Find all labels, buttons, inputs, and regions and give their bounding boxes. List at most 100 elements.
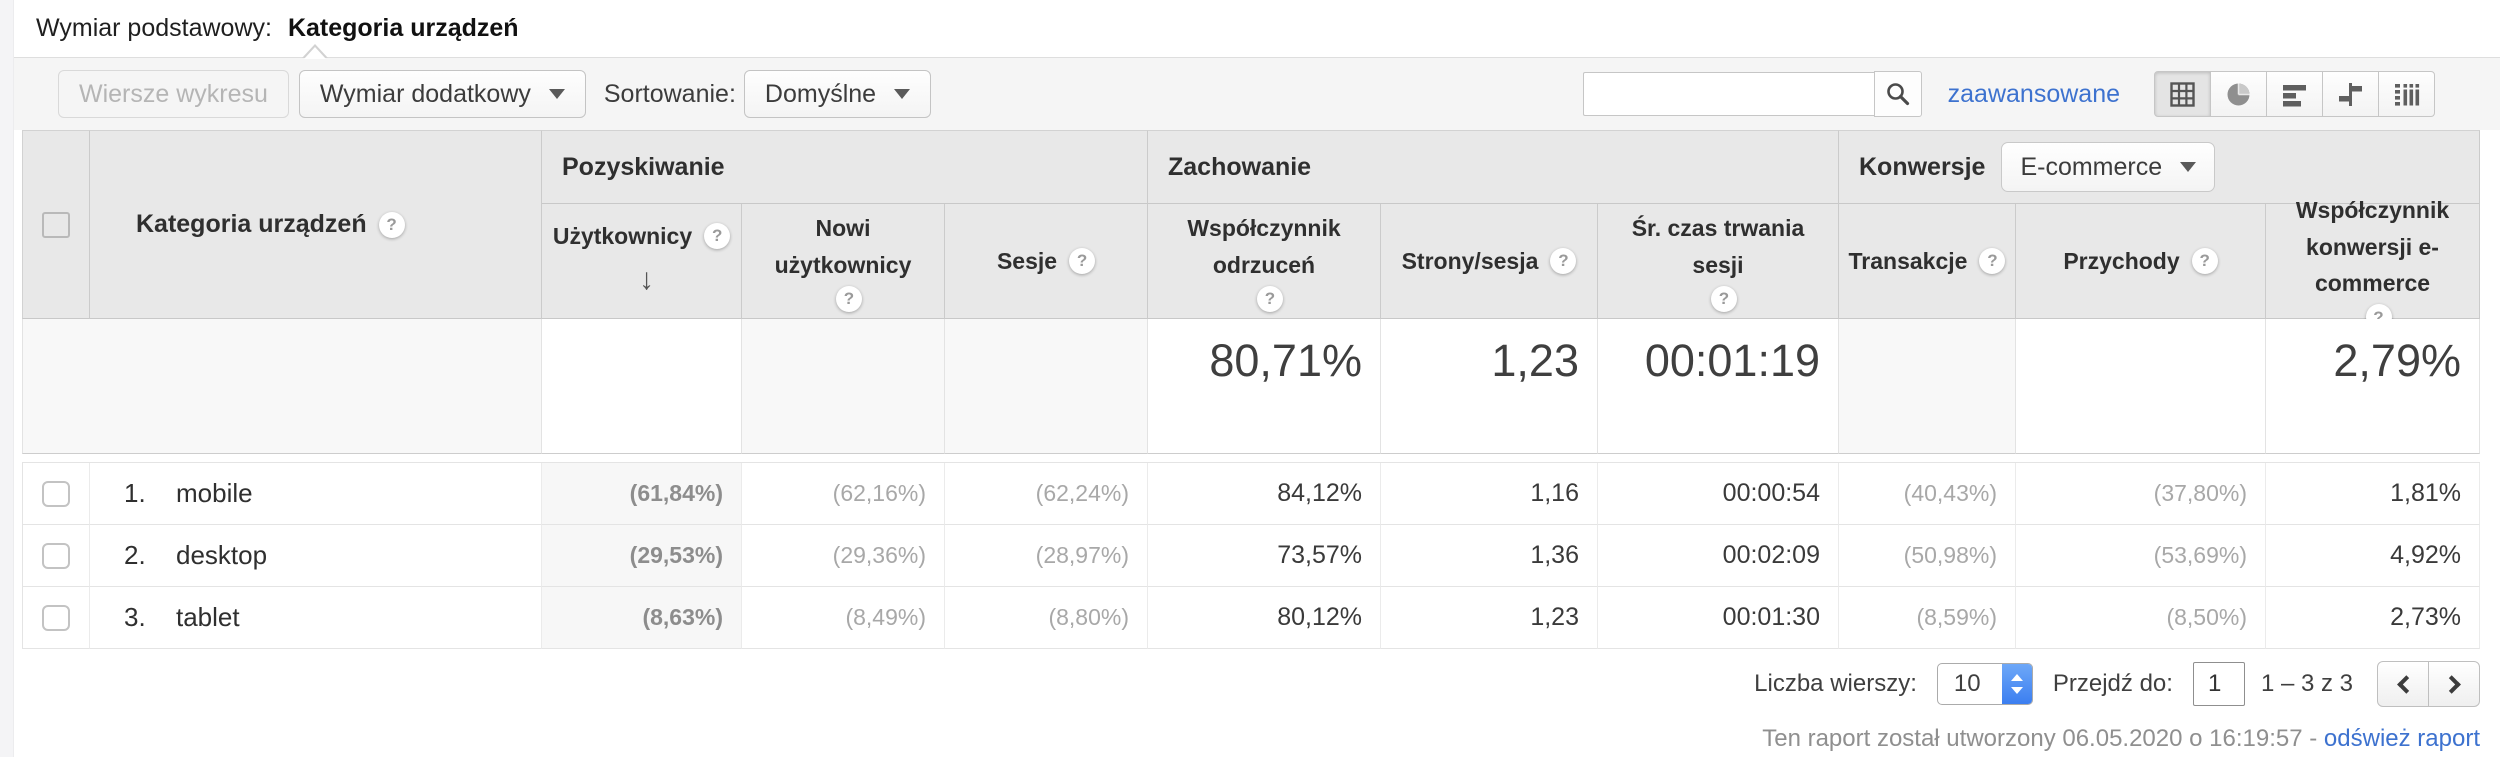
cell-avg-session-duration: 00:00:54 [1598, 463, 1839, 525]
row-index: 2. [124, 540, 146, 570]
chevron-down-icon [2180, 162, 2197, 172]
goto-page-input[interactable] [2192, 662, 2245, 706]
column-header-users[interactable]: Użytkownicy? ↓ [542, 204, 742, 319]
secondary-dimension-button[interactable]: Wymiar dodatkowy [298, 70, 586, 118]
pager [2377, 661, 2480, 707]
group-header-conversions: Konwersje E-commerce [1839, 130, 2480, 204]
next-page-button[interactable] [2428, 661, 2480, 707]
column-header-avg-session-duration[interactable]: Śr. czas trwania sesji? [1598, 204, 1839, 319]
comparison-view-button[interactable] [2322, 71, 2379, 117]
comparison-icon [2339, 82, 2362, 106]
row-checkbox-cell [22, 525, 90, 587]
column-header-new-users[interactable]: Nowi użytkownicy? [742, 204, 945, 319]
table-view-button[interactable] [2154, 71, 2211, 117]
dimension-column-header[interactable]: Kategoria urządzeń ? [90, 130, 542, 319]
device-category-value: tablet [176, 602, 240, 632]
advanced-search-link[interactable]: zaawansowane [1947, 79, 2120, 108]
table-row-label[interactable]: 3. tablet [90, 587, 542, 649]
dimension-header-label: Kategoria urządzeń [136, 210, 367, 238]
help-icon[interactable]: ? [1711, 285, 1737, 312]
column-header-ecommerce-conversion-rate[interactable]: Współczynnik konwersji e-commerce? [2266, 197, 2480, 331]
row-checkbox[interactable] [42, 480, 70, 507]
cell-avg-session-duration: 00:01:30 [1598, 587, 1839, 649]
report-toolbar: Wiersze wykresu Wymiar dodatkowy Sortowa… [14, 44, 2500, 130]
device-category-value: desktop [176, 540, 268, 570]
sort-value: Domyślne [764, 79, 877, 108]
chart-rows-button[interactable]: Wiersze wykresu [58, 70, 289, 118]
summary-avg-session-duration: 00:01:19 [1598, 319, 1839, 454]
stepper-icon[interactable] [2001, 664, 2032, 704]
cell-avg-session-duration: 00:02:09 [1598, 525, 1839, 587]
cell-ecommerce-conversion-rate: 2,73% [2266, 587, 2480, 649]
column-header-bounce-rate[interactable]: Współczynnik odrzuceń? [1148, 204, 1381, 319]
pivot-view-button[interactable] [2378, 71, 2435, 117]
pie-chart-icon [2227, 83, 2250, 105]
cell-users: (8,63%) [542, 587, 742, 649]
cell-ecommerce-conversion-rate: 4,92% [2266, 525, 2480, 587]
cell-new-users: (8,49%) [742, 587, 945, 649]
table-search [1582, 71, 1922, 117]
cell-transactions: (8,59%) [1839, 587, 2016, 649]
cell-new-users: (29,36%) [742, 525, 945, 587]
column-header-pages-per-session[interactable]: Strony/sesja? [1381, 204, 1598, 319]
summary-label-cell [22, 319, 542, 454]
dimension-tab-kategoria-urzadzen[interactable]: Kategoria urządzeń [287, 14, 519, 42]
active-tab-notch-fill [304, 47, 326, 59]
percentage-view-button[interactable] [2210, 71, 2267, 117]
bar-chart-icon [2283, 84, 2306, 106]
table-grid-icon [2170, 81, 2195, 107]
help-icon[interactable]: ? [1069, 247, 1096, 274]
report-table: Kategoria urządzeń ? Pozyskiwanie Zachow… [22, 130, 2480, 649]
help-icon[interactable]: ? [1550, 247, 1577, 274]
search-input[interactable] [1582, 72, 1874, 116]
arrow-up-icon [2010, 674, 2023, 681]
help-icon[interactable]: ? [1979, 247, 2006, 274]
primary-dimension-label: Wymiar podstawowy: [36, 14, 272, 42]
left-gutter [0, 0, 14, 757]
performance-view-button[interactable] [2266, 71, 2323, 117]
help-icon[interactable]: ? [378, 211, 405, 238]
help-icon[interactable]: ? [2191, 247, 2218, 274]
table-pagination-bar: Liczba wierszy: 10 Przejdź do: 1 – 3 z 3 [14, 661, 2480, 707]
cell-revenue: (37,80%) [2016, 463, 2266, 525]
group-header-acquisition: Pozyskiwanie [542, 130, 1148, 204]
summary-revenue [2016, 319, 2266, 454]
search-button[interactable] [1873, 71, 1922, 117]
refresh-report-link[interactable]: odśwież raport [2323, 725, 2480, 752]
summary-new-users [742, 319, 945, 454]
cell-pages-per-session: 1,16 [1381, 463, 1598, 525]
group-label: Pozyskiwanie [562, 152, 725, 181]
chevron-right-icon [2441, 674, 2461, 694]
column-header-sessions[interactable]: Sesje? [945, 204, 1148, 319]
row-checkbox[interactable] [42, 604, 70, 631]
column-header-revenue[interactable]: Przychody? [2016, 204, 2266, 319]
cell-sessions: (8,80%) [945, 587, 1148, 649]
previous-page-button[interactable] [2377, 661, 2429, 707]
table-row-label[interactable]: 1. mobile [90, 463, 542, 525]
row-index: 3. [124, 602, 146, 632]
select-all-checkbox[interactable] [42, 211, 70, 238]
row-checkbox-cell [22, 587, 90, 649]
secondary-dimension-label: Wymiar dodatkowy [319, 79, 531, 108]
header-checkbox-cell [22, 130, 90, 319]
sort-dropdown[interactable]: Domyślne [743, 70, 932, 118]
column-header-transactions[interactable]: Transakcje? [1839, 204, 2016, 319]
table-row-label[interactable]: 2. desktop [90, 525, 542, 587]
rows-per-page-select[interactable]: 10 [1936, 663, 2033, 705]
chevron-down-icon [894, 89, 911, 99]
view-toggle-group [2154, 71, 2435, 117]
cell-users: (29,53%) [542, 525, 742, 587]
sort-label: Sortowanie: [603, 79, 736, 108]
help-icon[interactable]: ? [704, 222, 731, 249]
conversions-type-dropdown[interactable]: E-commerce [2001, 142, 2216, 192]
cell-users: (61,84%) [542, 463, 742, 525]
help-icon[interactable]: ? [1257, 285, 1283, 312]
summary-sessions [945, 319, 1148, 454]
summary-bounce-rate: 80,71% [1148, 319, 1381, 454]
sort-descending-icon: ↓ [639, 263, 654, 297]
row-checkbox[interactable] [42, 542, 70, 569]
cell-pages-per-session: 1,36 [1381, 525, 1598, 587]
help-icon[interactable]: ? [836, 285, 862, 312]
cell-sessions: (62,24%) [945, 463, 1148, 525]
chevron-left-icon [2396, 674, 2416, 694]
